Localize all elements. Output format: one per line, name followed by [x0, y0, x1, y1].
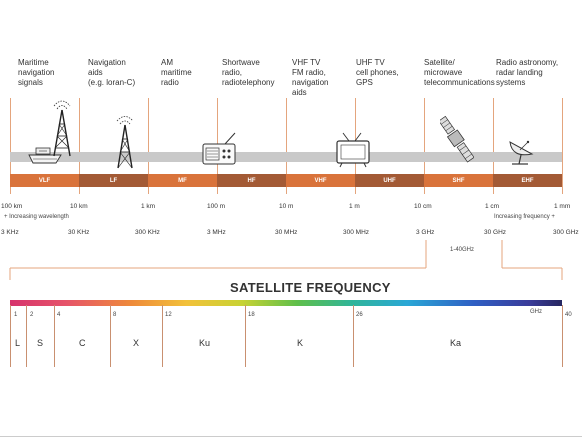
band-letter-k: K [297, 338, 304, 348]
ghz-tick-label: 1 [14, 312, 18, 318]
frequency-label: 30 KHz [68, 229, 90, 236]
increasing-wavelength-note: + Increasing wavelength [4, 214, 69, 220]
band-separator [562, 305, 563, 367]
band-letter-c: C [79, 338, 86, 348]
band-ehf: EHF [493, 174, 562, 187]
wavelength-label: 100 km [1, 203, 23, 210]
wavelength-label: 10 cm [414, 203, 432, 210]
band-separator [54, 305, 55, 367]
band-vlf: VLF [10, 174, 79, 187]
band-letter-l: L [15, 338, 21, 348]
frequency-label: 300 MHz [343, 229, 370, 236]
divider [562, 98, 563, 194]
divider [286, 98, 287, 194]
wavelength-label: 1 m [349, 203, 360, 210]
app-label-am-radio: AM maritime radio [161, 58, 192, 87]
wavelength-label: 10 km [70, 203, 88, 210]
divider [10, 98, 11, 194]
band-lf: LF [79, 174, 148, 187]
app-label-vhf: VHF TV FM radio, navigation aids [292, 58, 329, 97]
wavelength-label: 1 mm [554, 203, 571, 210]
band-vhf: VHF [286, 174, 355, 187]
frequency-label: 3 MHz [207, 229, 226, 236]
frequency-label: 3 GHz [416, 229, 435, 236]
radar-dish-icon [509, 140, 534, 165]
satellite-icon [440, 115, 474, 163]
band-separator [110, 305, 111, 367]
radio-receiver-icon [202, 132, 236, 165]
increasing-frequency-note: Increasing frequency + [494, 214, 555, 220]
frequency-label: 3 KHz [1, 229, 19, 236]
band-separator [245, 305, 246, 367]
frequency-label: 300 KHz [135, 229, 160, 236]
television-icon [336, 132, 370, 168]
wavelength-label: 100 m [207, 203, 226, 210]
band-mf: MF [148, 174, 217, 187]
divider [79, 98, 80, 194]
wavelength-label: 1 cm [485, 203, 500, 210]
frequency-label: 30 MHz [275, 229, 298, 236]
wave-strip [10, 152, 562, 162]
app-label-radio-astronomy: Radio astronomy, radar landing systems [496, 58, 559, 87]
band-separator [353, 305, 354, 367]
wavelength-label: 1 km [141, 203, 156, 210]
divider [424, 98, 425, 194]
app-label-satellite: Satellite/ microwave telecommunications [424, 58, 495, 87]
band-shf: SHF [424, 174, 493, 187]
band-letter-x: X [133, 338, 140, 348]
band-separator [26, 305, 27, 367]
band-separator [162, 305, 163, 367]
ghz-tick-label: 12 [165, 312, 172, 318]
band-letter-s: S [37, 338, 44, 348]
satellite-frequency-title: SATELLITE FREQUENCY [230, 280, 391, 295]
ghz-tick-label: 40 [565, 312, 572, 318]
divider [148, 98, 149, 194]
ghz-tick-label: 26 [356, 312, 363, 318]
ghz-tick-label: 4 [57, 312, 61, 318]
band-separator [10, 305, 11, 367]
frequency-label: 30 GHz [484, 229, 507, 236]
band-letter-ka: Ka [450, 338, 462, 348]
ghz-tick-label: 8 [113, 312, 117, 318]
bottom-divider [0, 436, 582, 437]
app-label-navigation-aids: Navigation aids (e.g. loran-C) [88, 58, 136, 87]
radio-tower-icon [53, 100, 71, 157]
ghz-tick-label: 2 [30, 312, 34, 318]
ghz-unit-label: GHz [530, 309, 542, 315]
navigation-tower-icon [116, 116, 134, 169]
ship-icon [28, 147, 62, 164]
band-hf: HF [217, 174, 286, 187]
spectrum-bar [10, 300, 562, 306]
app-label-maritime: Maritime navigation signals [18, 58, 55, 87]
range-label: 1-40GHz [450, 247, 475, 253]
band-uhf: UHF [355, 174, 424, 187]
range-bracket [9, 240, 563, 280]
ghz-tick-label: 18 [248, 312, 255, 318]
wavelength-label: 10 m [279, 203, 294, 210]
band-letter-ku: Ku [199, 338, 211, 348]
app-label-uhf: UHF TV cell phones, GPS [356, 58, 399, 87]
frequency-label: 300 GHz [553, 229, 579, 236]
app-label-shortwave: Shortwave radio, radiotelephony [222, 58, 275, 87]
divider [493, 98, 494, 194]
